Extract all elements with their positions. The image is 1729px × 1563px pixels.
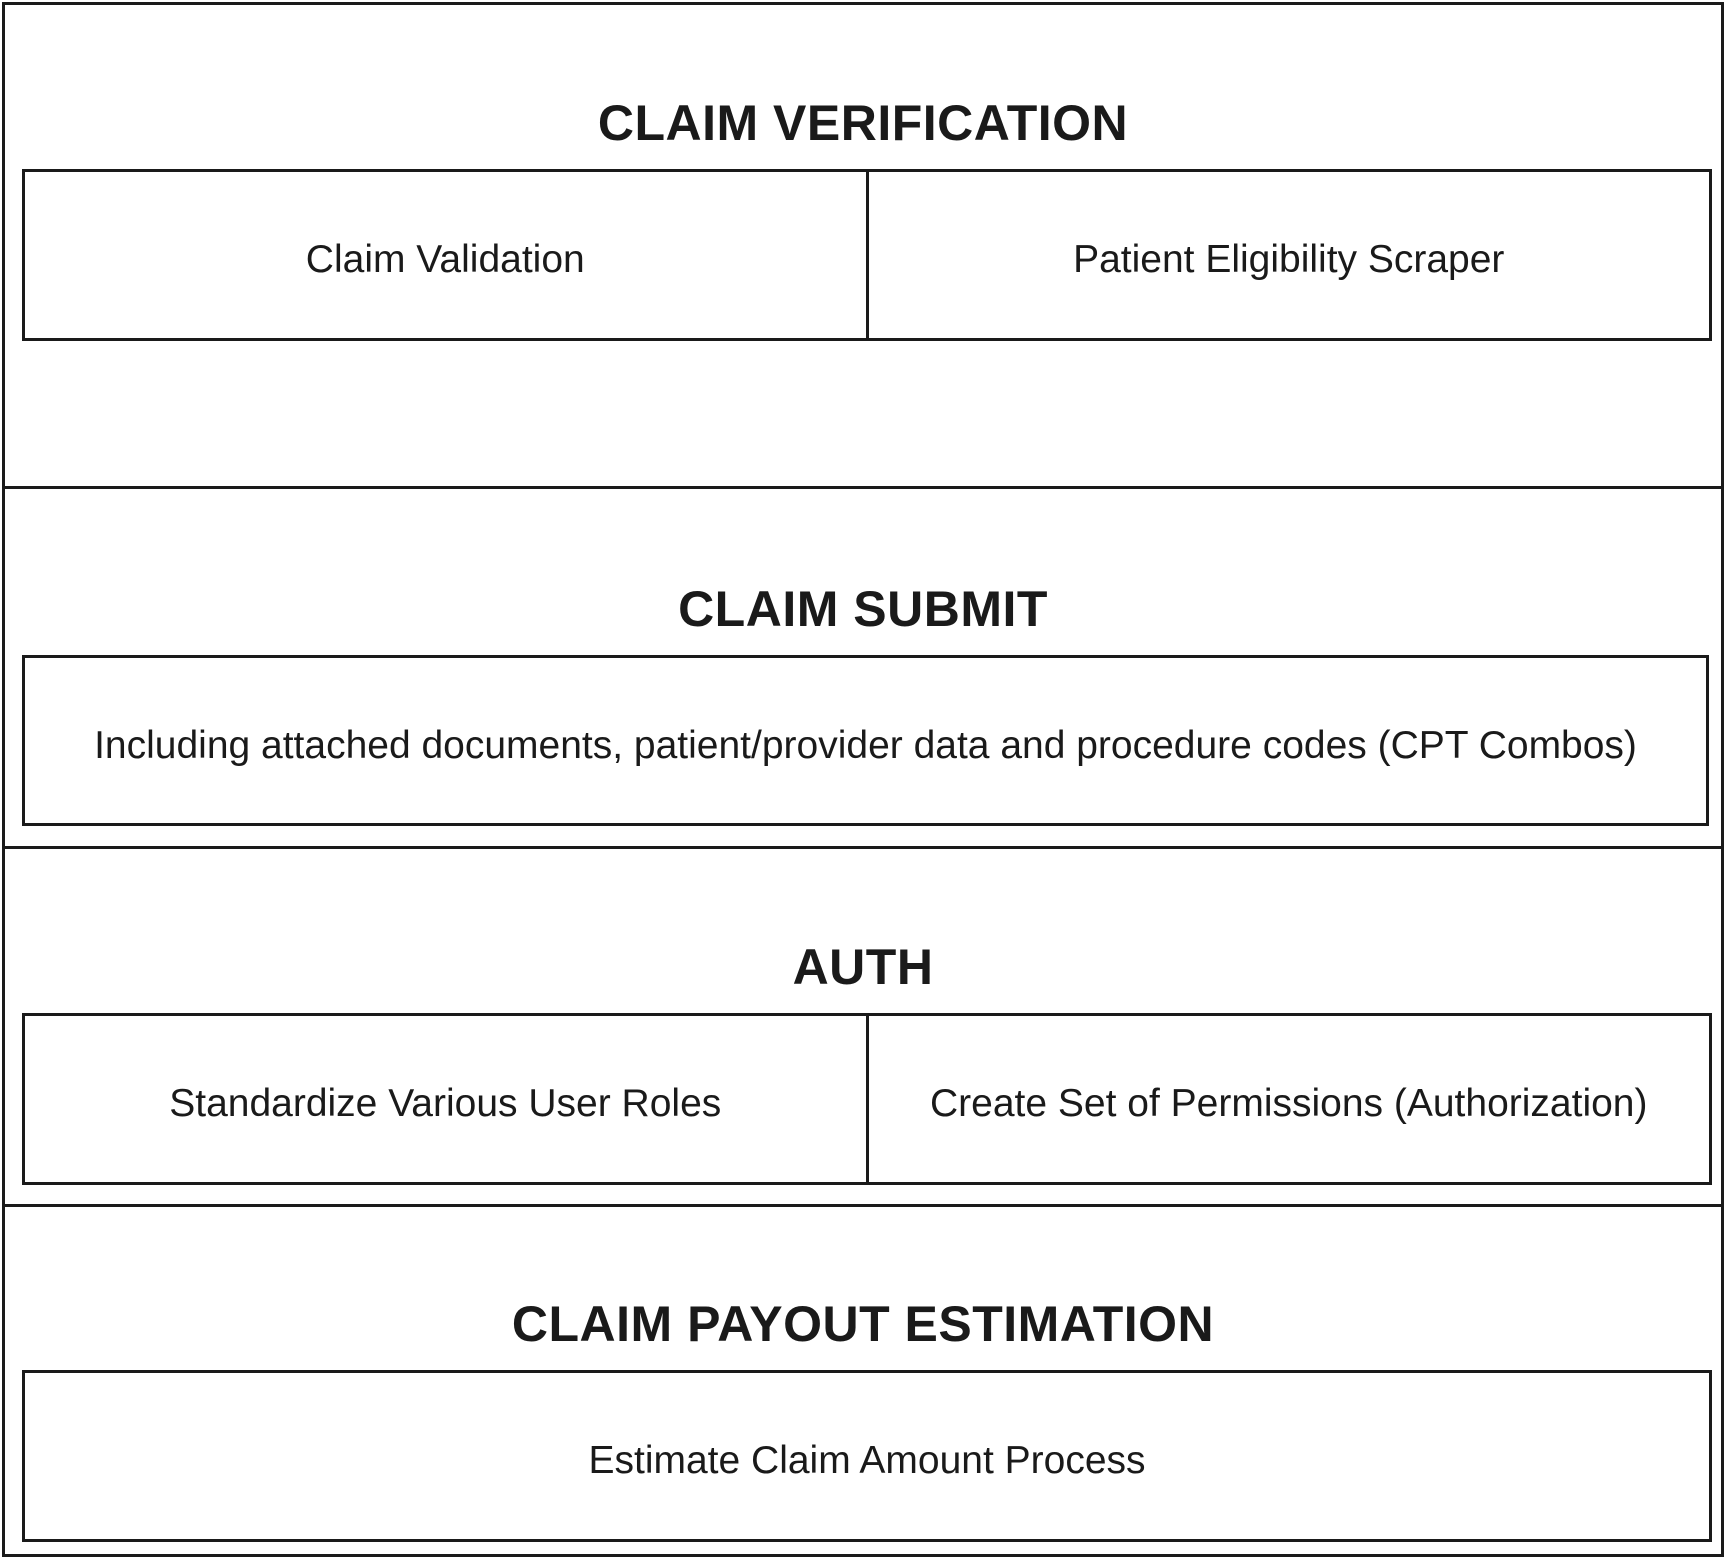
section-claim-verification: CLAIM VERIFICATION Claim Validation Pati… <box>2 2 1724 488</box>
section-divider <box>2 846 1724 849</box>
section-claim-payout-estimation: CLAIM PAYOUT ESTIMATION Estimate Claim A… <box>2 1207 1724 1559</box>
component-box: Estimate Claim Amount Process <box>22 1370 1712 1542</box>
component-box: Including attached documents, patient/pr… <box>22 655 1709 826</box>
component-box: Standardize Various User Roles Create Se… <box>22 1013 1712 1185</box>
section-title: CLAIM SUBMIT <box>678 581 1048 637</box>
section-title: AUTH <box>792 939 934 995</box>
section-auth: AUTH Standardize Various User Roles Crea… <box>2 849 1724 1204</box>
component-box: Claim Validation Patient Eligibility Scr… <box>22 169 1712 341</box>
section-divider <box>2 1204 1724 1207</box>
component-patient-eligibility-scraper: Patient Eligibility Scraper <box>865 172 1710 338</box>
component-claim-validation: Claim Validation <box>305 238 585 281</box>
section-title: CLAIM PAYOUT ESTIMATION <box>511 1296 1215 1352</box>
component-claim-submit-details: Including attached documents, patient/pr… <box>94 723 1637 767</box>
component-estimate-claim-amount: Estimate Claim Amount Process <box>588 1439 1146 1482</box>
section-divider <box>2 486 1724 489</box>
component-permissions-authorization: Create Set of Permissions (Authorization… <box>865 1016 1710 1182</box>
component-standardize-user-roles: Standardize Various User Roles <box>169 1082 722 1125</box>
section-title: CLAIM VERIFICATION <box>597 95 1129 151</box>
section-claim-submit: CLAIM SUBMIT Including attached document… <box>2 489 1724 846</box>
